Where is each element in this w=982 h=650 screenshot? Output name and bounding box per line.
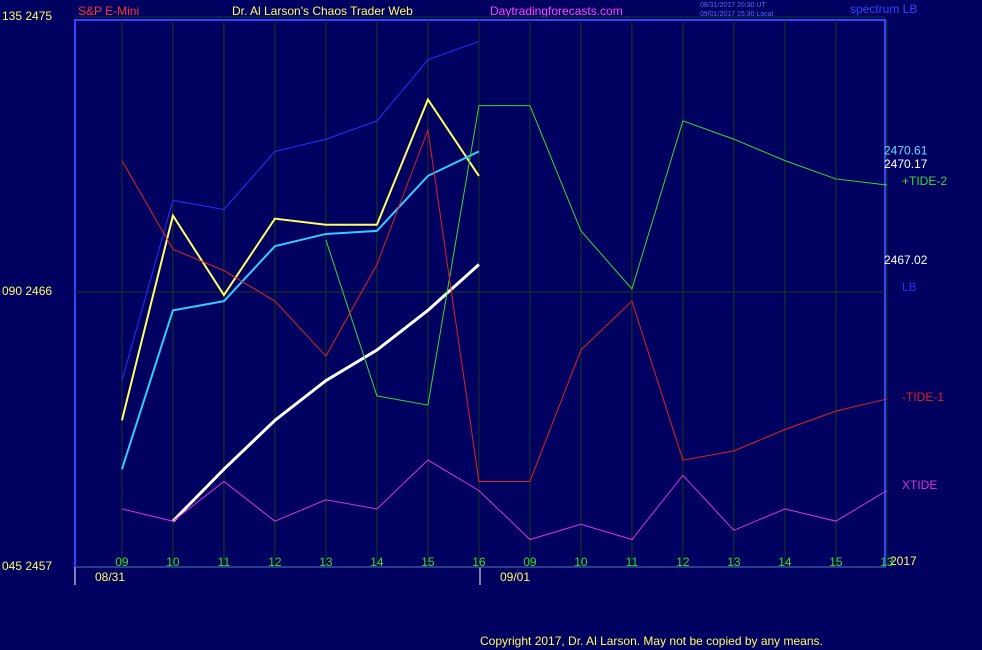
x-tick-label: 13	[319, 555, 333, 569]
copyright: Copyright 2017, Dr. Al Larson. May not b…	[480, 634, 823, 648]
site: Daytradingforecasts.com	[490, 4, 623, 18]
legend-label: -TIDE-1	[902, 390, 944, 404]
x-tick-label: 11	[626, 555, 639, 569]
x-tick-label: 14	[370, 555, 384, 569]
date-label: 09/01	[500, 570, 530, 584]
series-line	[325, 105, 887, 406]
series-line	[121, 40, 480, 381]
y-tick-label: 045 2457	[2, 559, 52, 573]
legend-label: XTIDE	[902, 478, 937, 492]
legend-label: LB	[902, 280, 917, 294]
x-tick-label: 13	[727, 555, 741, 569]
x-tick-label: 09	[523, 555, 537, 569]
x-tick-label: 16	[472, 555, 486, 569]
legend-label: +TIDE-2	[902, 174, 947, 188]
timestamp: 08/31/2017 20:30 UT	[700, 2, 766, 9]
year-label: 2017	[890, 554, 917, 568]
date-label: 08/31	[95, 570, 125, 584]
y-tick-label: 135 2475	[2, 9, 52, 23]
x-tick-label: 12	[268, 555, 282, 569]
value-label: 2470.17	[884, 157, 928, 171]
value-label: 2467.02	[884, 253, 928, 267]
x-tick-label: 14	[778, 555, 792, 569]
series-line	[120, 97, 480, 421]
symbol: S&P E-Mini	[78, 4, 139, 18]
x-tick-label: 10	[166, 555, 180, 569]
y-tick-label: 090 2466	[2, 284, 52, 298]
x-tick-label: 15	[421, 555, 435, 569]
series-line	[171, 263, 480, 523]
x-tick-label: 10	[574, 555, 588, 569]
x-tick-label: 09	[115, 555, 129, 569]
series-line	[121, 128, 888, 482]
series-line	[121, 459, 888, 541]
x-tick-label: 11	[218, 555, 231, 569]
x-tick-label: 12	[676, 555, 690, 569]
x-tick-label: 13	[880, 555, 894, 569]
corner-label: spectrum LB	[850, 2, 917, 16]
chart-title: Dr. Al Larson's Chaos Trader Web	[232, 4, 413, 18]
series-line	[120, 150, 480, 470]
value-label: 2470.61	[884, 143, 928, 157]
x-tick-label: 15	[829, 555, 843, 569]
timestamp: 09/01/2017 15:30 Local	[700, 11, 774, 18]
